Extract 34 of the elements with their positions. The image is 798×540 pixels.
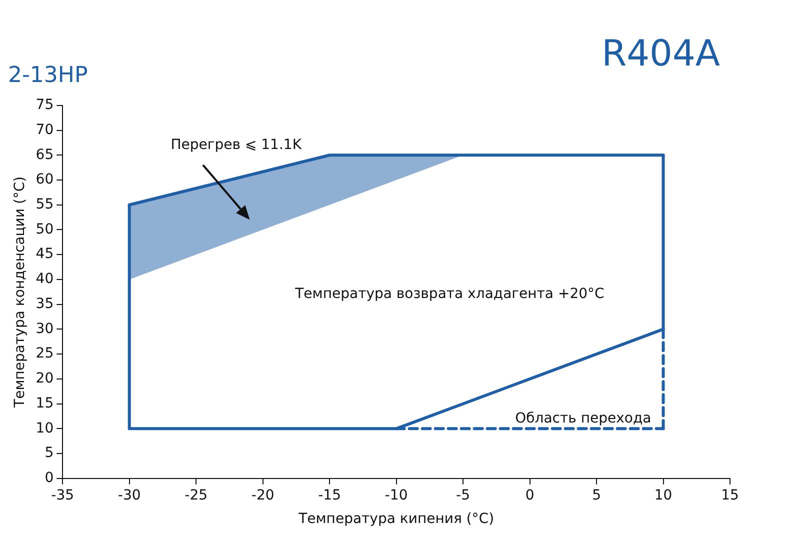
y-tick-label: 55 xyxy=(36,196,54,213)
annotation: Температура возврата хладагента +20°C xyxy=(294,286,605,302)
text: R404A xyxy=(602,33,720,74)
y-tick-label: 45 xyxy=(36,246,54,262)
y-tick-label: 70 xyxy=(36,122,54,138)
y-tick-label: 65 xyxy=(36,146,54,163)
x-tick-label: 10 xyxy=(654,487,672,504)
x-tick-label: -10 xyxy=(384,487,408,504)
annotation: Перегрев ⩽ 11.1K xyxy=(170,136,302,153)
y-tick-label: 10 xyxy=(36,420,54,436)
y-tick-label: 50 xyxy=(36,221,54,238)
y-tick-label: 15 xyxy=(36,395,54,412)
x-tick-label: -20 xyxy=(251,487,274,504)
y-tick-label: 35 xyxy=(36,296,54,312)
y-tick-label: 60 xyxy=(36,172,54,188)
y-tick-label: 30 xyxy=(36,320,54,337)
y-tick-label: 75 xyxy=(36,97,54,114)
annotation: Область перехода xyxy=(515,410,652,426)
x-tick-label: -30 xyxy=(118,487,141,504)
x-tick-label: 5 xyxy=(592,487,601,504)
y-tick-label: 40 xyxy=(36,271,54,288)
x-axis-title: Температура кипения (°C) xyxy=(298,511,494,528)
chart-title: 2-13HP xyxy=(8,62,88,88)
y-tick-label: 0 xyxy=(44,470,54,486)
x-tick-label: 15 xyxy=(721,487,739,504)
y-tick-label: 5 xyxy=(44,445,54,462)
x-tick-label: -35 xyxy=(51,487,74,504)
x-tick-label: -25 xyxy=(184,487,208,504)
y-axis-title: Температура конденсации (°C) xyxy=(12,176,28,408)
x-tick-label: -5 xyxy=(456,487,470,504)
x-tick-label: 0 xyxy=(525,487,534,504)
x-tick-label: -15 xyxy=(318,487,342,504)
y-tick-label: 25 xyxy=(36,346,54,362)
y-tick-label: 20 xyxy=(36,370,54,387)
